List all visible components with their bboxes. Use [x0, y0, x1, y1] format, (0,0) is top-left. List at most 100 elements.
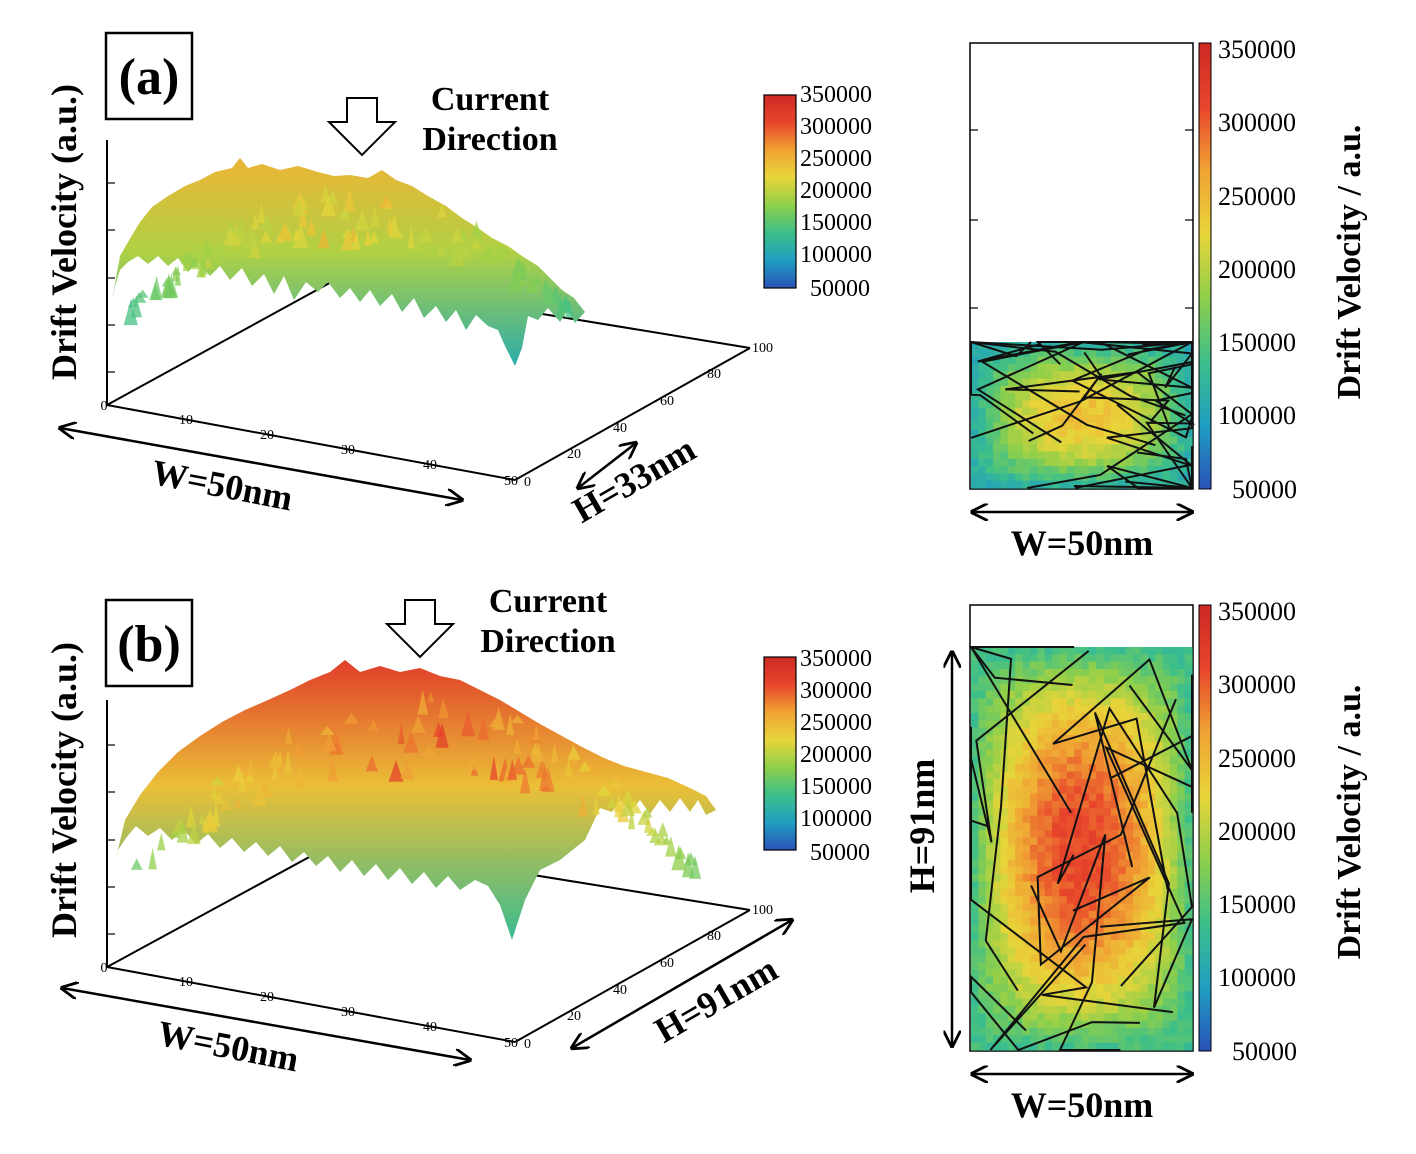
heatmap-cell: [1147, 1020, 1156, 1029]
heatmap-cell: [978, 654, 987, 663]
heatmap-cell: [1103, 969, 1112, 978]
heatmap-cell: [1074, 969, 1083, 978]
surface-spike: [657, 822, 669, 837]
heatmap-cell: [1059, 881, 1068, 890]
heatmap-cell: [1059, 385, 1068, 394]
heatmap-cell: [1169, 429, 1178, 438]
heatmap-cell: [1096, 1006, 1105, 1014]
heatmap-cell: [1037, 363, 1046, 372]
heatmap-cell: [1081, 837, 1090, 846]
heatmap-cell: [1118, 903, 1127, 912]
heatmap-cell: [1110, 480, 1119, 489]
heatmap-cell: [1118, 815, 1127, 824]
heatmap-cell: [971, 830, 979, 839]
heatmap-cell: [1110, 393, 1119, 401]
heatmap-cell: [1110, 422, 1119, 431]
heatmap-cell: [971, 661, 979, 670]
heatmap-cell: [1029, 932, 1038, 941]
heatmap-cell: [1133, 712, 1142, 721]
surface-spike: [292, 228, 301, 241]
heatmap-cell: [1074, 859, 1083, 868]
heatmap-cell: [1000, 378, 1009, 387]
heatmap-cell: [1015, 436, 1024, 445]
heatmap-cell: [1007, 925, 1016, 934]
heatmap-cell: [1066, 1035, 1075, 1044]
panel-b-label: (b): [117, 616, 181, 673]
heatmap-cell: [993, 371, 1002, 380]
heatmap-cell: [1074, 874, 1083, 883]
heatmap-cell: [1133, 918, 1142, 927]
heatmap-cell: [1103, 1006, 1112, 1014]
heatmap-cell: [1096, 1028, 1105, 1036]
heatmap-cell: [1052, 1006, 1060, 1014]
heatmap-cell: [1096, 436, 1105, 445]
heatmap-cell: [1029, 429, 1038, 438]
heatmap-cell: [1147, 705, 1156, 714]
heatmap-cell: [1037, 349, 1046, 358]
heatmap-cell: [1118, 429, 1127, 438]
heatmap-cell: [1096, 800, 1105, 809]
heatmap-cell: [978, 444, 987, 453]
heatmap-cell: [1184, 727, 1193, 736]
cb-tick: 100000: [800, 242, 872, 268]
current-direction-line2: Direction: [480, 623, 615, 660]
heatmap-cell: [1022, 837, 1031, 846]
heatmap-cell: [1133, 1013, 1142, 1022]
surface-spike: [410, 715, 426, 734]
heatmap-cell: [1155, 458, 1164, 467]
heatmap-cell: [1022, 473, 1031, 482]
width-label-b: W=50nm: [155, 1013, 303, 1079]
map-b-colorbar-label: Drift Velocity / a.u.: [1331, 685, 1368, 960]
map-a-heatmap: [971, 342, 1193, 489]
heatmap-cell: [1103, 866, 1112, 875]
heatmap-cell: [1088, 451, 1097, 460]
heatmap-cell: [978, 844, 987, 853]
heatmap-cell: [1037, 429, 1046, 438]
surface-a: [112, 158, 585, 366]
heatmap-cell: [1088, 363, 1097, 372]
heatmap-cell: [1029, 859, 1038, 868]
heatmap-cell: [1184, 720, 1193, 729]
heatmap-cell: [1081, 793, 1090, 802]
heatmap-cell: [1074, 742, 1083, 751]
heatmap-cell: [993, 436, 1002, 445]
surface-spike: [689, 855, 702, 879]
heatmap-cell: [1088, 1035, 1097, 1044]
heatmap-cell: [1015, 910, 1024, 919]
heatmap-cell: [1169, 436, 1178, 445]
height-arrow-b: [572, 920, 792, 1048]
heatmap-cell: [1029, 925, 1038, 934]
heatmap-cell: [1007, 852, 1016, 861]
heatmap-cell: [1147, 349, 1156, 358]
heatmap-cell: [985, 363, 994, 372]
heatmap-cell: [1162, 1020, 1171, 1029]
heatmap-cell: [1052, 910, 1060, 919]
heatmap-cell: [1169, 705, 1178, 714]
heatmap-cell: [1096, 778, 1105, 787]
heatmap-cell: [1110, 683, 1119, 692]
heatmap-cell: [1177, 473, 1186, 482]
heatmap-cell: [1037, 771, 1046, 780]
heatmap-cell: [978, 874, 987, 883]
heatmap-cell: [1059, 436, 1068, 445]
heatmap-cell: [1088, 378, 1097, 387]
heatmap-cell: [1059, 866, 1068, 875]
trajectory-line: [970, 340, 1193, 439]
heatmap-cell: [971, 407, 979, 416]
heatmap-cell: [1029, 727, 1038, 736]
heatmap-cell: [1133, 1028, 1142, 1036]
heatmap-cell: [1147, 991, 1156, 1000]
heatmap-cell: [1169, 1006, 1178, 1014]
heatmap-cell: [1081, 1028, 1090, 1036]
heatmap-cell: [1037, 962, 1046, 970]
heatmap-cell: [1110, 903, 1119, 912]
heatmap-cell: [1110, 984, 1119, 992]
heatmap-cell: [1118, 932, 1127, 941]
heatmap-cell: [1118, 422, 1127, 431]
heatmap-cell: [985, 720, 994, 729]
heatmap-cell: [1044, 371, 1053, 380]
heatmap-cell: [1169, 734, 1178, 743]
heatmap-cell: [1177, 742, 1186, 751]
heatmap-cell: [1103, 925, 1112, 934]
heatmap-cell: [1007, 947, 1016, 956]
